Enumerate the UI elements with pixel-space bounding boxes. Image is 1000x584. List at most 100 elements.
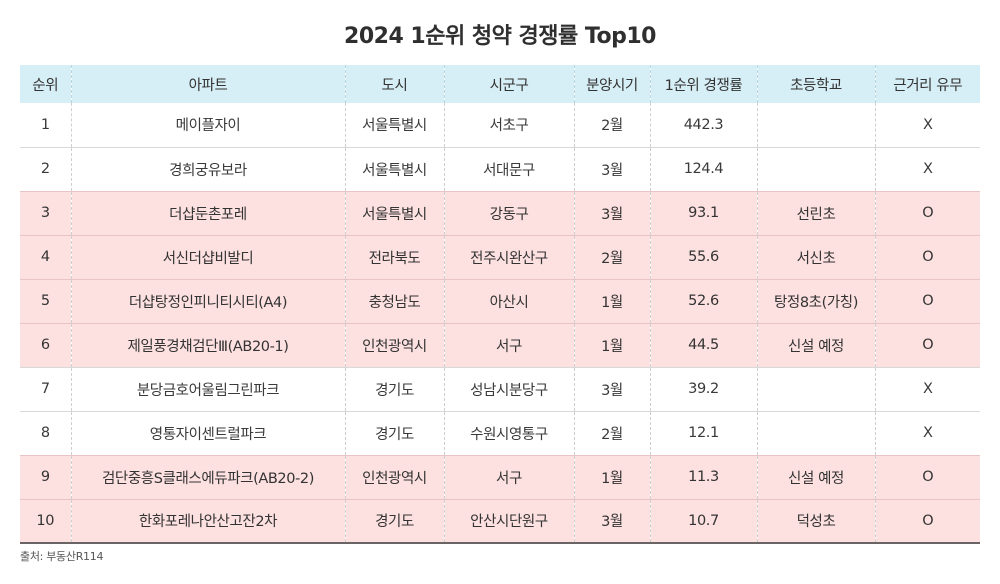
cell-ratio: 93.1 [649,190,757,235]
cell-apartment: 서신더샵비발디 [70,234,345,279]
cell-district: 수원시영통구 [443,410,574,455]
cell-ratio: 442.3 [649,103,757,147]
cell-district: 아산시 [443,278,574,323]
cell-sale-month: 3월 [573,366,650,411]
cell-rank: 3 [20,190,71,235]
table-row: 6 제일풍경채검단Ⅲ(AB20-1) 인천광역시 서구 1월 44.5 신설 예정 O [20,322,980,367]
header-district: 시군구 [443,65,574,103]
cell-ratio: 11.3 [649,454,757,499]
table-row: 9 검단중흥S클래스에듀파크(AB20-2) 인천광역시 서구 1월 11.3 신설 예정 O [20,454,980,499]
cell-ratio: 124.4 [649,146,757,191]
cell-rank: 7 [20,366,71,411]
cell-rank: 2 [20,146,71,191]
cell-apartment: 영통자이센트럴파크 [70,410,345,455]
cell-apartment: 한화포레나안산고잔2차 [70,498,345,544]
cell-district: 서구 [443,322,574,367]
cell-city: 서울특별시 [344,190,444,235]
cell-city: 경기도 [344,366,444,411]
cell-city: 경기도 [344,410,444,455]
cell-school: 선린초 [756,190,875,235]
cell-sale-month: 3월 [573,498,650,544]
cell-nearby: X [874,103,980,147]
table-row: 4 서신더샵비발디 전라북도 전주시완산구 2월 55.6 서신초 O [20,234,980,279]
cell-nearby: X [874,366,980,411]
cell-school: 덕성초 [756,498,875,544]
table-row: 7 분당금호어울림그린파크 경기도 성남시분당구 3월 39.2 X [20,366,980,411]
cell-rank: 8 [20,410,71,455]
cell-nearby: O [874,322,980,367]
cell-district: 강동구 [443,190,574,235]
cell-ratio: 39.2 [649,366,757,411]
header-city: 도시 [344,65,444,103]
cell-nearby: O [874,454,980,499]
cell-school [756,366,875,411]
cell-apartment: 검단중흥S클래스에듀파크(AB20-2) [70,454,345,499]
table-row: 8 영통자이센트럴파크 경기도 수원시영통구 2월 12.1 X [20,410,980,455]
header-rank: 순위 [20,65,71,103]
cell-ratio: 44.5 [649,322,757,367]
cell-apartment: 더샵탕정인피니티시티(A4) [70,278,345,323]
cell-apartment: 메이플자이 [70,103,345,147]
header-sale-month: 분양시기 [573,65,650,103]
cell-sale-month: 2월 [573,410,650,455]
cell-city: 경기도 [344,498,444,544]
header-elementary-school: 초등학교 [756,65,875,103]
cell-ratio: 12.1 [649,410,757,455]
cell-school [756,146,875,191]
cell-district: 전주시완산구 [443,234,574,279]
cell-nearby: X [874,146,980,191]
cell-school: 탕정8초(가칭) [756,278,875,323]
cell-school: 신설 예정 [756,454,875,499]
cell-ratio: 55.6 [649,234,757,279]
cell-nearby: O [874,498,980,544]
header-apartment: 아파트 [70,65,345,103]
cell-sale-month: 2월 [573,103,650,147]
cell-apartment: 경희궁유보라 [70,146,345,191]
cell-sale-month: 3월 [573,146,650,191]
cell-apartment: 분당금호어울림그린파크 [70,366,345,411]
cell-apartment: 더샵둔촌포레 [70,190,345,235]
cell-district: 서초구 [443,103,574,147]
cell-district: 안산시단원구 [443,498,574,544]
cell-sale-month: 1월 [573,278,650,323]
cell-district: 서구 [443,454,574,499]
table-row: 1 메이플자이 서울특별시 서초구 2월 442.3 X [20,103,980,147]
header-first-rank-ratio: 1순위 경쟁률 [649,65,757,103]
cell-rank: 1 [40,116,50,133]
cell-sale-month: 2월 [573,234,650,279]
source-caption: 출처: 부동산R114 [20,550,104,563]
cell-sale-month: 1월 [573,322,650,367]
table-body: 1 메이플자이 서울특별시 서초구 2월 442.3 X 2 경희궁유보라 서울특별시 서대문구 3월… [20,103,980,544]
cell-nearby: O [874,234,980,279]
table-row: 2 경희궁유보라 서울특별시 서대문구 3월 124.4 X [20,146,980,191]
table-row: 3 더샵둔촌포레 서울특별시 강동구 3월 93.1 선린초 O [20,190,980,235]
cell-city: 인천광역시 [344,454,444,499]
cell-city: 인천광역시 [344,322,444,367]
cell-school: 신설 예정 [756,322,875,367]
table-row: 10 한화포레나안산고잔2차 경기도 안산시단원구 3월 10.7 덕성초 O [20,498,980,544]
cell-rank: 4 [20,234,71,279]
cell-sale-month: 3월 [573,190,650,235]
cell-rank: 10 [20,498,71,544]
table-header-row: 순위 아파트 도시 시군구 분양시기 1순위 경쟁률 초등학교 근거리 유무 [20,65,980,103]
cell-city: 충청남도 [344,278,444,323]
page-title: 2024 1순위 청약 경쟁률 Top10 [344,24,656,49]
table-row: 5 더샵탕정인피니티시티(A4) 충청남도 아산시 1월 52.6 탕정8초(가칭) O [20,278,980,323]
cell-rank: 9 [20,454,71,499]
cell-apartment: 제일풍경채검단Ⅲ(AB20-1) [70,322,345,367]
cell-city: 전라북도 [344,234,444,279]
competition-ratio-table: 순위 아파트 도시 시군구 분양시기 1순위 경쟁률 초등학교 근거리 유무 1… [20,65,980,544]
cell-ratio: 10.7 [649,498,757,544]
cell-rank: 6 [20,322,71,367]
header-nearby: 근거리 유무 [874,65,980,103]
cell-school: 서신초 [756,234,875,279]
cell-nearby: X [874,410,980,455]
cell-ratio: 52.6 [649,278,757,323]
cell-sale-month: 1월 [573,454,650,499]
cell-city: 서울특별시 [344,146,444,191]
cell-nearby: O [874,190,980,235]
cell-rank: 5 [20,278,71,323]
cell-city: 서울특별시 [344,103,444,147]
cell-school [756,103,875,147]
